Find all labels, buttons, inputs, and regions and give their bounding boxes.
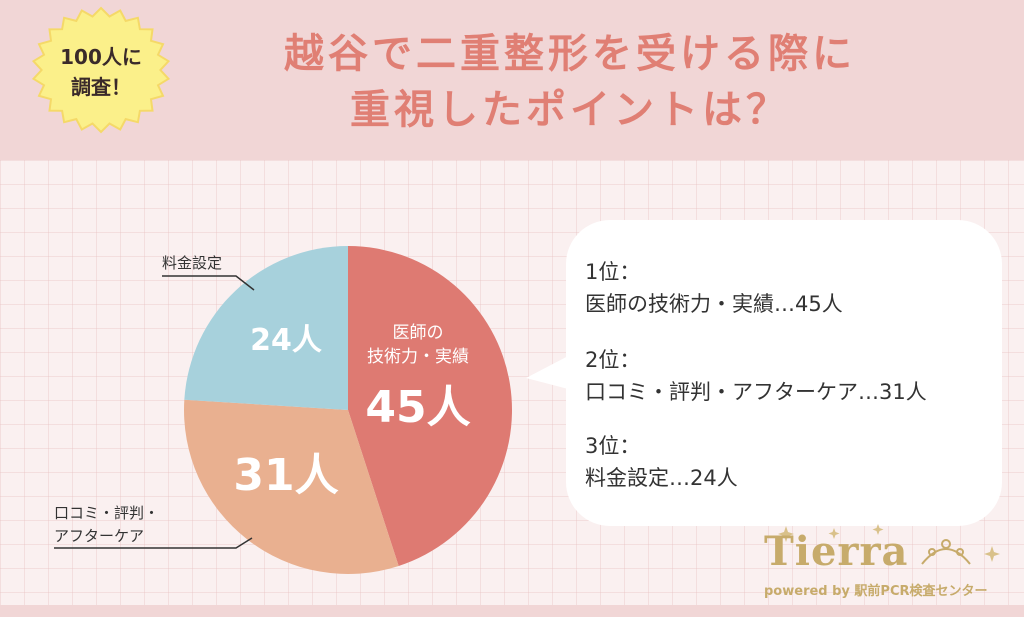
- title-line1: 越谷で二重整形を受ける際に: [284, 31, 856, 77]
- tiara-icon: [921, 539, 971, 565]
- header-band: [0, 0, 1024, 160]
- pie-value-label-0: 45人: [365, 382, 470, 433]
- pie-slice-2: [184, 246, 348, 410]
- logo-tagline: powered by 駅前PCR検査センター: [764, 584, 988, 599]
- badge-line2: 調査！: [71, 75, 131, 99]
- rank-3-item: 料金設定…24人: [585, 466, 738, 490]
- rank-2: 2位： 口コミ・評判・アフターケア…31人: [585, 344, 927, 408]
- badge-text: 100人に 調査！: [26, 42, 176, 102]
- pie-value-label-2: 24人: [250, 323, 322, 358]
- pie-slice-0: [348, 246, 512, 566]
- rank-1-place: 1位：: [585, 260, 641, 284]
- rank-2-item: 口コミ・評判・アフターケア…31人: [585, 380, 927, 404]
- outside-label-reviews-line1: 口コミ・評判・: [54, 504, 160, 522]
- page-title: 越谷で二重整形を受ける際に 重視したポイントは？: [190, 26, 950, 138]
- outside-label-reviews-line2: アフターケア: [54, 527, 145, 545]
- outside-label-reviews: 口コミ・評判・ アフターケア: [54, 502, 159, 548]
- survey-badge: 100人に 調査！: [26, 6, 176, 136]
- title-line2: 重視したポイントは？: [350, 87, 790, 133]
- pie-chart: 医師の技術力・実績 45人 31人 24人: [184, 246, 512, 574]
- rank-3: 3位： 料金設定…24人: [585, 430, 738, 494]
- rank-2-place: 2位：: [585, 348, 641, 372]
- outside-label-fee: 料金設定: [162, 252, 222, 275]
- ranking-callout: [566, 220, 1002, 526]
- badge-line1: 100人に: [60, 45, 142, 69]
- logo-name: Tierra: [764, 528, 909, 575]
- rank-1: 1位： 医師の技術力・実績…45人: [585, 256, 843, 320]
- pie-slice-1: [184, 399, 399, 574]
- outside-label-fee-text: 料金設定: [162, 254, 223, 272]
- rank-3-place: 3位：: [585, 434, 641, 458]
- pie-slice-label-0-1: 技術力・実績: [367, 347, 469, 367]
- sparkle-icon: [778, 524, 1000, 565]
- footer-strip: [0, 605, 1024, 617]
- pie-slice-label-0-0: 医師の: [393, 323, 444, 343]
- starburst-icon: [31, 6, 171, 134]
- rank-1-item: 医師の技術力・実績…45人: [585, 292, 843, 316]
- tierra-logo: Tierra powered by 駅前PCR検査センター: [756, 524, 1016, 604]
- callout-tail: [526, 354, 572, 390]
- pie-value-label-1: 31人: [233, 450, 338, 501]
